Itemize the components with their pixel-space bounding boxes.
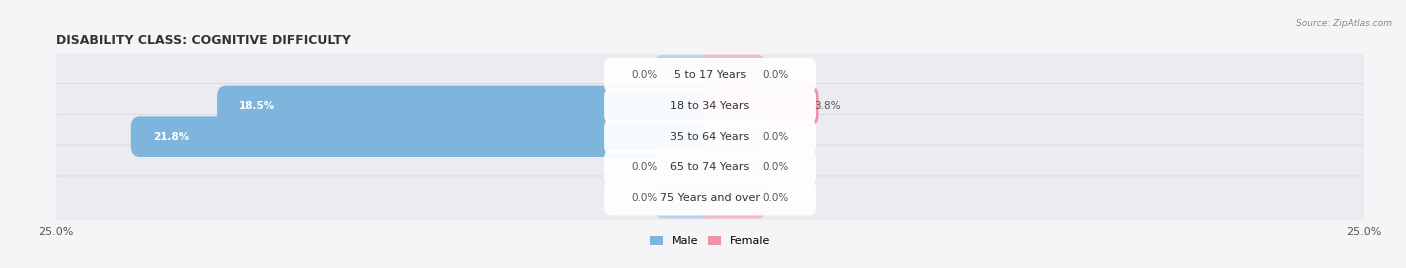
Text: 3.8%: 3.8% [814, 101, 841, 111]
FancyBboxPatch shape [700, 85, 818, 126]
FancyBboxPatch shape [605, 89, 815, 123]
Text: 0.0%: 0.0% [631, 193, 658, 203]
FancyBboxPatch shape [51, 114, 1369, 159]
Text: 18.5%: 18.5% [239, 101, 276, 111]
Text: 0.0%: 0.0% [762, 162, 789, 172]
Text: 18 to 34 Years: 18 to 34 Years [671, 101, 749, 111]
FancyBboxPatch shape [605, 150, 815, 185]
Text: DISABILITY CLASS: COGNITIVE DIFFICULTY: DISABILITY CLASS: COGNITIVE DIFFICULTY [56, 35, 352, 47]
FancyBboxPatch shape [51, 145, 1369, 190]
FancyBboxPatch shape [51, 84, 1369, 128]
FancyBboxPatch shape [654, 178, 720, 218]
Text: 0.0%: 0.0% [762, 193, 789, 203]
FancyBboxPatch shape [217, 85, 720, 126]
FancyBboxPatch shape [700, 55, 766, 95]
Text: 0.0%: 0.0% [762, 132, 789, 142]
FancyBboxPatch shape [51, 53, 1369, 98]
FancyBboxPatch shape [700, 147, 766, 188]
Text: 0.0%: 0.0% [631, 162, 658, 172]
Text: 21.8%: 21.8% [153, 132, 190, 142]
FancyBboxPatch shape [605, 58, 815, 92]
FancyBboxPatch shape [51, 176, 1369, 221]
FancyBboxPatch shape [654, 147, 720, 188]
FancyBboxPatch shape [700, 178, 766, 218]
Legend: Male, Female: Male, Female [645, 232, 775, 251]
Text: 0.0%: 0.0% [631, 70, 658, 80]
FancyBboxPatch shape [605, 181, 815, 215]
Text: Source: ZipAtlas.com: Source: ZipAtlas.com [1296, 19, 1392, 28]
Text: 35 to 64 Years: 35 to 64 Years [671, 132, 749, 142]
FancyBboxPatch shape [700, 116, 766, 157]
Text: 0.0%: 0.0% [762, 70, 789, 80]
Text: 5 to 17 Years: 5 to 17 Years [673, 70, 747, 80]
FancyBboxPatch shape [654, 55, 720, 95]
FancyBboxPatch shape [131, 116, 720, 157]
Text: 75 Years and over: 75 Years and over [659, 193, 761, 203]
Text: 65 to 74 Years: 65 to 74 Years [671, 162, 749, 172]
FancyBboxPatch shape [605, 120, 815, 154]
